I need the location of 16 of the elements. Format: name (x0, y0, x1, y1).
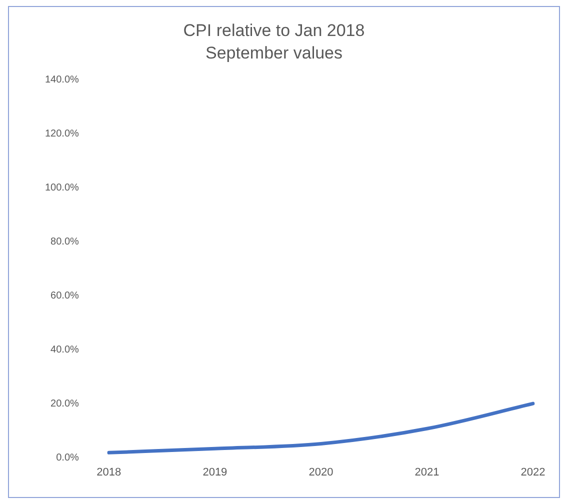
y-tick-label: 80.0% (50, 236, 80, 248)
line-series (107, 402, 535, 454)
y-tick-label: 140.0% (44, 74, 80, 86)
chart-subtitle: September values (205, 43, 343, 62)
y-tick-label: 20.0% (50, 398, 80, 410)
x-tick-label: 2019 (202, 466, 228, 478)
y-tick-label: 120.0% (44, 128, 80, 140)
y-tick-label: 60.0% (50, 290, 80, 302)
x-tick-label: 2022 (520, 466, 546, 478)
x-tick-label: 2018 (96, 466, 122, 478)
y-tick-label: 0.0% (56, 452, 80, 464)
x-tick-label: 2021 (414, 466, 440, 478)
chart-title: CPI relative to Jan 2018 (183, 20, 365, 40)
y-tick-label: 40.0% (50, 344, 80, 356)
y-tick-label: 100.0% (44, 182, 80, 194)
x-tick-label: 2020 (308, 466, 334, 478)
